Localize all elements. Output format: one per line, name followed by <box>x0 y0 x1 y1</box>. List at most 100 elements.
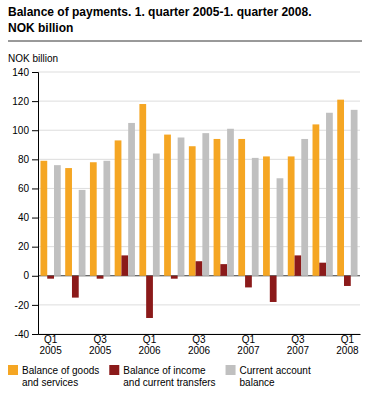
text-line: 2006 <box>138 345 161 356</box>
y-tick: 40 <box>18 212 38 223</box>
bar <box>326 113 333 276</box>
bar <box>146 276 153 318</box>
x-tick-label: Q12007 <box>237 334 260 356</box>
bars <box>40 100 357 318</box>
text-line: and current transfers <box>123 377 215 388</box>
y-tick-label: 100 <box>12 125 29 136</box>
x-tick: Q12005 <box>39 334 62 356</box>
bar <box>270 276 277 302</box>
legend-label: Balance of incomeand current transfers <box>123 365 215 388</box>
bar <box>171 276 178 279</box>
text-line: 2005 <box>89 345 112 356</box>
title: Balance of payments. 1. quarter 2005-1. … <box>8 5 311 19</box>
y-axis-label: NOK billion <box>8 53 58 64</box>
x-tick-label: Q12008 <box>336 334 359 356</box>
bar <box>189 146 196 276</box>
x-tick-label: Q32005 <box>89 334 112 356</box>
x-axis: Q12005Q32005Q12006Q32006Q12007Q32007Q120… <box>39 334 361 356</box>
bar <box>79 190 86 276</box>
x-tick: Q12008 <box>336 334 359 356</box>
y-tick: 60 <box>18 183 38 194</box>
bar <box>313 124 320 275</box>
bar <box>164 135 171 276</box>
text-line: Balance of income <box>123 365 206 376</box>
text-line: Q1 <box>44 334 58 345</box>
bar <box>72 276 79 298</box>
y-tick-mark <box>32 188 38 189</box>
x-tick: Q12007 <box>237 334 260 356</box>
legend-item: Balance of goodsand services <box>8 365 99 388</box>
y-tick-label: -40 <box>15 329 30 340</box>
grid-line <box>38 246 360 247</box>
y-tick-mark <box>32 334 38 335</box>
y-tick-mark <box>32 305 38 306</box>
y-tick: 80 <box>18 154 38 165</box>
y-tick: 20 <box>18 241 38 252</box>
y-axis-line <box>32 73 39 335</box>
x-tick: Q32007 <box>287 334 310 356</box>
legend-swatch <box>8 365 18 375</box>
bar <box>214 139 221 276</box>
y-tick: 100 <box>12 125 38 136</box>
bar <box>227 129 234 276</box>
legend-label: Current accountbalance <box>240 365 311 388</box>
legend-item: Balance of incomeand current transfers <box>109 365 215 388</box>
y-tick-mark <box>32 218 38 219</box>
bar <box>115 140 122 275</box>
bar <box>238 139 245 276</box>
bar <box>295 255 302 275</box>
y-tick-label: 120 <box>12 96 29 107</box>
bar <box>47 276 54 279</box>
x-tick: Q32005 <box>89 334 112 356</box>
y-tick: -40 <box>15 329 38 340</box>
bar <box>337 100 344 276</box>
y-tick-mark <box>32 101 38 102</box>
text-line: 2007 <box>287 345 310 356</box>
text-line: 2007 <box>237 345 260 356</box>
grid-line <box>38 188 360 189</box>
chart: Balance of payments. 1. quarter 2005-1. … <box>0 0 370 400</box>
x-tick-label: Q32007 <box>287 334 310 356</box>
y-tick-label: 80 <box>18 154 30 165</box>
y-tick-mark <box>32 130 38 131</box>
bar <box>252 158 259 276</box>
x-tick: Q32006 <box>188 334 211 356</box>
y-tick-label: -20 <box>15 300 30 311</box>
bar <box>288 156 295 275</box>
y-tick: 0 <box>23 270 38 281</box>
bar <box>196 261 203 276</box>
bar <box>245 276 252 288</box>
text-line: Q1 <box>242 334 256 345</box>
grid-line <box>38 217 360 218</box>
y-tick-mark <box>32 159 38 160</box>
y-tick-mark <box>32 247 38 248</box>
grid-line <box>38 130 360 131</box>
text-line: Q3 <box>192 334 206 345</box>
y-tick-label: 60 <box>18 183 30 194</box>
legend-label: Balance of goodsand services <box>22 365 99 388</box>
bar <box>277 178 284 276</box>
x-tick-label: Q12005 <box>39 334 62 356</box>
text-line: 2008 <box>336 345 359 356</box>
bar <box>54 165 61 276</box>
text-line: and services <box>22 377 78 388</box>
bar <box>139 104 146 276</box>
y-tick-label: 20 <box>18 241 30 252</box>
text-line: Q3 <box>291 334 305 345</box>
y-tick-label: 40 <box>18 212 30 223</box>
bar <box>351 110 358 276</box>
legend-swatch <box>226 365 236 375</box>
title-rule <box>8 41 362 42</box>
legend-swatch <box>109 365 119 375</box>
y-tick: -20 <box>15 300 38 311</box>
x-tick-label: Q32006 <box>188 334 211 356</box>
y-tick-mark <box>32 276 38 277</box>
text-line: Current account <box>240 365 311 376</box>
bar-series <box>54 110 358 276</box>
bar <box>128 123 135 276</box>
bar <box>97 276 104 279</box>
bar <box>121 255 128 275</box>
bar <box>90 162 97 276</box>
y-tick: 120 <box>12 96 38 107</box>
bar <box>65 168 72 276</box>
